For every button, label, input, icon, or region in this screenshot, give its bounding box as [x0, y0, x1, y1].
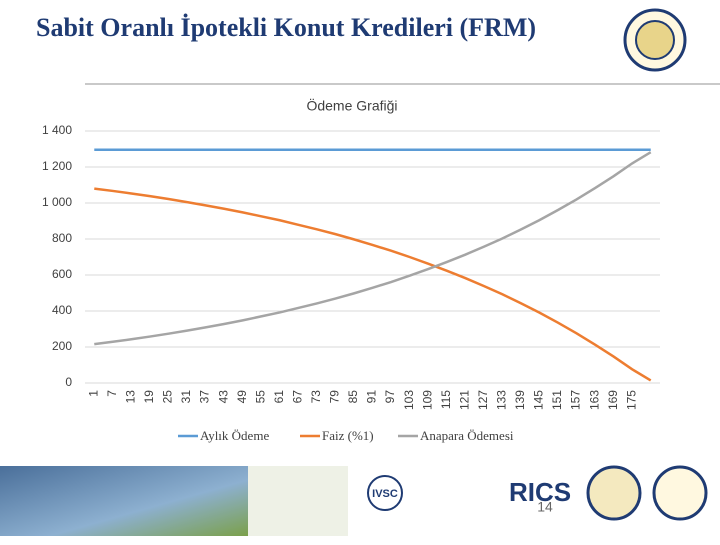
- x-tick-label: 115: [439, 390, 453, 409]
- series-line: [94, 187, 652, 382]
- x-tick-label: 13: [124, 390, 138, 404]
- chart-title: Ödeme Grafiği: [306, 97, 397, 114]
- y-tick-label: 1 200: [42, 159, 72, 173]
- logo: [586, 465, 642, 521]
- y-tick-label: 800: [52, 231, 72, 245]
- x-tick-label: 49: [235, 390, 249, 404]
- x-tick-label: 73: [309, 390, 323, 404]
- y-tick-label: 1 400: [42, 123, 72, 137]
- x-tick-label: 19: [142, 390, 156, 404]
- slide-title: Sabit Oranlı İpotekli Konut Kredileri (F…: [36, 13, 536, 42]
- x-tick-label: 109: [420, 390, 434, 410]
- x-tick-label: 133: [495, 390, 509, 410]
- x-tick-label: 127: [476, 390, 490, 410]
- x-tick-label: 25: [161, 390, 175, 404]
- x-tick-label: 103: [402, 390, 416, 410]
- x-tick-label: 91: [365, 390, 379, 404]
- x-tick-label: 163: [587, 390, 601, 410]
- series-line: [94, 151, 652, 346]
- university-logo: [623, 8, 687, 72]
- x-tick-label: 97: [383, 390, 397, 404]
- y-tick-label: 600: [52, 267, 72, 281]
- x-tick-label: 61: [272, 390, 286, 404]
- x-tick-label: 139: [513, 390, 527, 410]
- page-number: 14: [537, 499, 553, 515]
- legend-label: Faiz (%1): [322, 428, 374, 443]
- y-tick-label: 200: [52, 339, 72, 353]
- footer-photo: [248, 466, 348, 536]
- x-tick-label: 37: [198, 390, 212, 404]
- logo-text: RICS: [509, 477, 571, 507]
- y-tick-label: 400: [52, 303, 72, 317]
- x-tick-label: 157: [569, 390, 583, 410]
- x-tick-label: 55: [253, 390, 267, 404]
- x-tick-label: 169: [606, 390, 620, 410]
- ivsc-logo: [367, 475, 403, 511]
- legend-label: Anapara Ödemesi: [420, 428, 514, 443]
- x-tick-label: 79: [328, 390, 342, 404]
- y-tick-label: 0: [65, 375, 72, 389]
- footer-photo: [0, 466, 248, 536]
- x-tick-label: 31: [179, 390, 193, 404]
- x-tick-label: 7: [105, 390, 119, 397]
- x-tick-label: 43: [216, 390, 230, 404]
- x-tick-label: 175: [624, 390, 638, 410]
- x-tick-label: 145: [532, 390, 546, 410]
- logo: [652, 465, 708, 521]
- y-tick-label: 1 000: [42, 195, 72, 209]
- legend-label: Aylık Ödeme: [200, 428, 269, 443]
- x-tick-label: 1: [86, 390, 100, 397]
- x-tick-label: 85: [346, 390, 360, 404]
- x-tick-label: 121: [457, 390, 471, 410]
- x-tick-label: 67: [290, 390, 304, 404]
- x-tick-label: 151: [550, 390, 564, 410]
- logo-text: IVSC: [372, 488, 398, 500]
- footer: IVSC RICS 14: [0, 462, 720, 540]
